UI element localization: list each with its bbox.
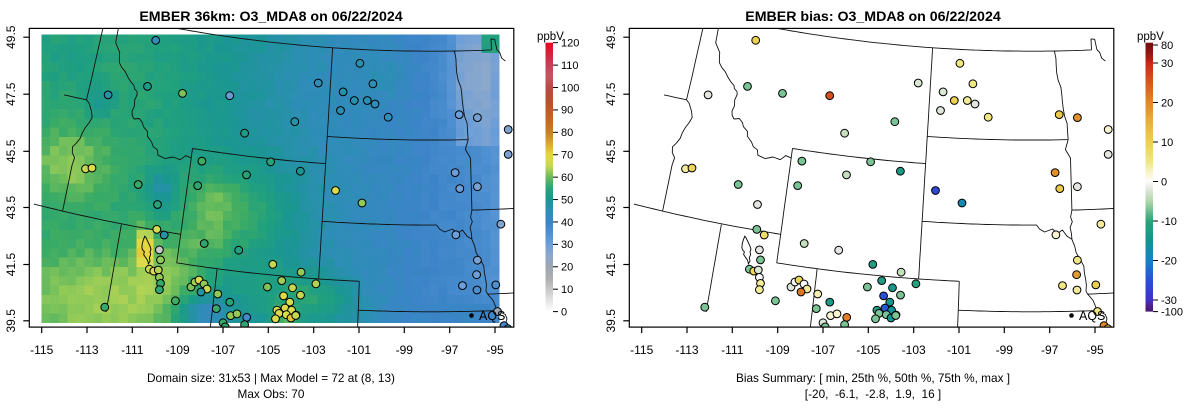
svg-text:100: 100	[561, 82, 579, 94]
svg-text:-113: -113	[75, 343, 98, 357]
svg-text:0: 0	[561, 306, 567, 318]
svg-text:-105: -105	[856, 343, 880, 357]
svg-text:-103: -103	[302, 343, 326, 357]
svg-text:-111: -111	[721, 343, 744, 357]
svg-text:-100: -100	[1161, 306, 1183, 318]
svg-text:49.5: 49.5	[4, 25, 18, 49]
svg-text:-115: -115	[630, 343, 653, 357]
svg-text:EMBER bias: O3_MDA8 on 06/22/2: EMBER bias: O3_MDA8 on 06/22/2024	[745, 9, 1001, 25]
svg-text:20: 20	[1161, 97, 1173, 109]
svg-text:10: 10	[561, 284, 573, 296]
svg-text:-115: -115	[30, 343, 53, 357]
svg-text:-107: -107	[811, 343, 835, 357]
svg-text:50: 50	[561, 194, 573, 206]
svg-text:41.5: 41.5	[4, 252, 18, 276]
svg-text:-30: -30	[1161, 295, 1177, 307]
svg-text:AQS: AQS	[1079, 309, 1105, 323]
svg-text:120: 120	[561, 38, 579, 50]
svg-text:-111: -111	[121, 343, 144, 357]
svg-text:41.5: 41.5	[604, 252, 618, 276]
svg-text:AQS: AQS	[479, 309, 505, 323]
svg-text:-101: -101	[947, 343, 971, 357]
svg-text:-97: -97	[441, 343, 459, 357]
svg-text:30: 30	[561, 239, 573, 251]
svg-text:EMBER 36km: O3_MDA8 on 06/22/2: EMBER 36km: O3_MDA8 on 06/22/2024	[139, 9, 402, 25]
svg-text:Bias Summary: [ min, 25th %, 5: Bias Summary: [ min, 25th %, 50th %, 75t…	[736, 371, 1010, 385]
svg-text:90: 90	[561, 105, 573, 117]
svg-text:110: 110	[561, 60, 579, 72]
svg-text:Domain size: 31x53 | Max Model: Domain size: 31x53 | Max Model = 72 at (…	[147, 371, 395, 385]
svg-text:30: 30	[1161, 58, 1173, 70]
svg-text:Max Obs: 70: Max Obs: 70	[238, 387, 305, 401]
svg-text:39.5: 39.5	[604, 309, 618, 333]
svg-text:10: 10	[1161, 137, 1173, 149]
svg-text:-10: -10	[1161, 216, 1177, 228]
svg-text:-105: -105	[256, 343, 280, 357]
svg-text:43.5: 43.5	[604, 195, 618, 219]
svg-text:-99: -99	[996, 343, 1014, 357]
svg-text:47.5: 47.5	[4, 82, 18, 106]
svg-text:-101: -101	[347, 343, 371, 357]
svg-text:20: 20	[561, 262, 573, 274]
svg-text:-113: -113	[675, 343, 698, 357]
svg-text:-95: -95	[486, 343, 504, 357]
svg-text:ppbV: ppbV	[537, 31, 564, 43]
svg-text:45.5: 45.5	[604, 139, 618, 163]
svg-text:39.5: 39.5	[4, 309, 18, 333]
svg-text:0: 0	[1161, 176, 1167, 188]
svg-text:70: 70	[561, 150, 573, 162]
svg-text:-103: -103	[902, 343, 926, 357]
svg-text:-109: -109	[766, 343, 790, 357]
svg-text:-95: -95	[1086, 343, 1104, 357]
svg-text:60: 60	[561, 172, 573, 184]
svg-text:ppbV: ppbV	[1137, 31, 1164, 43]
svg-text:-97: -97	[1041, 343, 1059, 357]
svg-text:-107: -107	[211, 343, 235, 357]
svg-text:45.5: 45.5	[4, 139, 18, 163]
svg-text:[-20, -6.1, -2.8, 1.9, 16: [-20, -6.1, -2.8, 1.9, 16 ]	[805, 387, 941, 401]
svg-text:80: 80	[561, 127, 573, 139]
svg-text:-109: -109	[166, 343, 190, 357]
svg-text:43.5: 43.5	[4, 195, 18, 219]
svg-text:47.5: 47.5	[604, 82, 618, 106]
svg-text:-20: -20	[1161, 255, 1177, 267]
svg-text:-99: -99	[396, 343, 414, 357]
svg-text:80: 80	[1161, 40, 1173, 52]
svg-text:49.5: 49.5	[604, 25, 618, 49]
svg-text:40: 40	[561, 217, 573, 229]
